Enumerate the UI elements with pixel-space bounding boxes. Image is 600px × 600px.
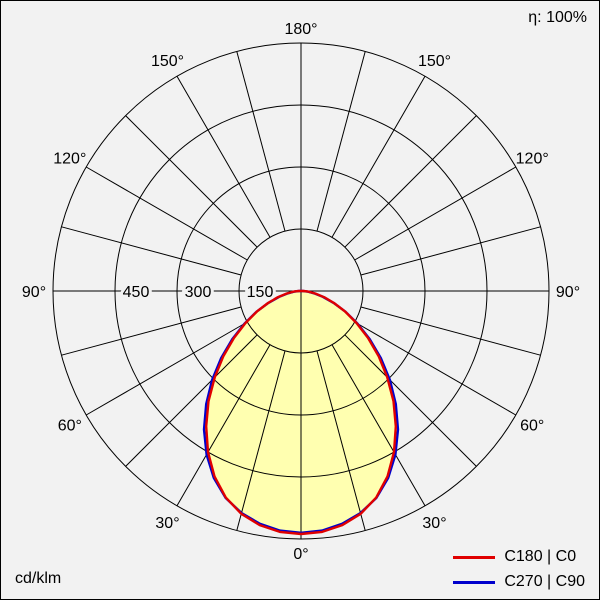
- svg-text:150°: 150°: [418, 53, 451, 70]
- unit-label: cd/klm: [15, 570, 62, 587]
- legend-label-c90-c270: C270 | C90: [504, 573, 585, 590]
- svg-text:300: 300: [185, 284, 212, 301]
- svg-text:90°: 90°: [22, 284, 46, 301]
- efficiency-label: η: 100%: [528, 9, 587, 26]
- svg-text:30°: 30°: [155, 515, 179, 532]
- svg-text:0°: 0°: [293, 546, 308, 563]
- svg-text:60°: 60°: [520, 418, 544, 435]
- legend-label-c0-c180: C180 | C0: [504, 548, 577, 565]
- legend-item-c90-c270: C270 | C90: [453, 573, 585, 591]
- svg-text:30°: 30°: [422, 515, 446, 532]
- legend-item-c0-c180: C180 | C0: [453, 548, 585, 566]
- svg-text:180°: 180°: [284, 21, 317, 38]
- svg-text:60°: 60°: [58, 418, 82, 435]
- svg-text:120°: 120°: [53, 151, 86, 168]
- svg-text:120°: 120°: [516, 151, 549, 168]
- chart-labels: 0° 30° 30° 60° 60° 90° 90° 120° 120° 150° 150° 180°…: [22, 21, 580, 563]
- legend-line-red: [453, 555, 496, 559]
- curve-c180-c0: [205, 289, 397, 536]
- svg-text:450: 450: [123, 284, 150, 301]
- svg-text:150°: 150°: [151, 53, 184, 70]
- svg-text:90°: 90°: [556, 284, 580, 301]
- legend: C180 | C0 C270 | C90: [453, 548, 585, 591]
- intensity-curves: [202, 289, 400, 536]
- legend-line-blue: [453, 580, 496, 584]
- svg-text:150: 150: [247, 284, 274, 301]
